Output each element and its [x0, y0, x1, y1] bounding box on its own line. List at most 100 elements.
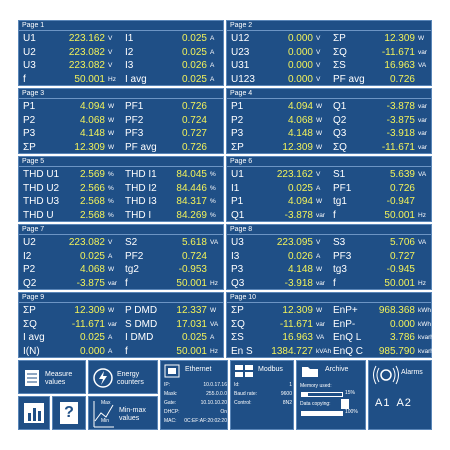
archive-panel[interactable]: Archive Memory used: 15% Data copying: 1…	[296, 360, 366, 430]
energy-button[interactable]: Energy counters	[88, 360, 158, 394]
quantity-unit: V	[316, 35, 321, 42]
quantity-label: P DMD	[125, 305, 158, 316]
quantity-label: ΣQ	[23, 318, 37, 330]
ethernet-panel[interactable]: Ethernet IP: 10.0.17.16 Mask: 255.0.0.0 Gate…	[160, 360, 228, 430]
measure-button[interactable]: Measure values	[18, 360, 86, 394]
quantity-label: P2	[23, 264, 36, 275]
value-row: ΣQ -11.671 var EnP- 0.000 kWh	[227, 318, 431, 331]
copy-bar	[301, 411, 343, 416]
quantity-value: 5.618	[181, 237, 207, 248]
quantity-unit: var	[418, 143, 428, 151]
quantity-value: 16.963	[384, 60, 415, 71]
quantity-value: -3.875	[386, 114, 415, 126]
max-label: Max	[101, 400, 111, 406]
quantity-value: 0.025	[181, 332, 207, 343]
quantity-unit: %	[210, 184, 216, 192]
value-row: U3 223.095 V S3 5.706 VA	[227, 236, 431, 249]
quantity-unit: %	[108, 198, 114, 205]
quantity-label: P3	[23, 128, 36, 139]
help-label: ?	[60, 402, 78, 424]
modbus-panel[interactable]: Modbus Id: 1 Baud rate: 9600 Control: 8N2	[230, 360, 294, 430]
quantity-unit: V	[316, 171, 321, 178]
quantity-unit: var	[316, 279, 326, 287]
value-row: U3 223.082 V I3 0.026 A	[19, 59, 223, 72]
minmax-button[interactable]: Max Min Min-max values	[88, 396, 158, 430]
quantity-value: 0.025	[181, 46, 207, 58]
quantity-label: Q2	[333, 114, 347, 126]
info-row: IP: 10.0.17.16	[164, 382, 227, 389]
alarms-panel[interactable]: Alarms A1 A2	[368, 360, 432, 430]
page-panel[interactable]: Page 1 U1 223.162 V I1 0.025 A U2 223.082 V I2 0.02…	[18, 20, 224, 86]
quantity-label: EnP+	[333, 305, 358, 316]
quantity-label: I1	[125, 33, 134, 44]
quantity-label: I3	[125, 60, 134, 71]
quantity-label: U23	[231, 46, 250, 58]
quantity-value: 0.025	[287, 182, 313, 194]
quantity-value: 4.094	[79, 101, 105, 112]
page-panel[interactable]: Page 8 U3 223.095 V S3 5.706 VA I3 0.026 A PF3 0.72…	[226, 224, 432, 290]
page-panel[interactable]: Page 5 THD U1 2.569% THD I1 84.045% THD U2 2.5…	[18, 156, 224, 222]
quantity-unit: W	[210, 307, 217, 314]
chart-button[interactable]	[18, 396, 50, 430]
quantity-unit: W	[316, 307, 323, 314]
copy-label: Data copying:	[300, 401, 331, 407]
page-panel[interactable]: Page 2 U12 0.000 V ΣP 12.309 W U23 0.000 V ΣQ -11.6…	[226, 20, 432, 86]
quantity-value: 0.025	[181, 33, 207, 44]
quantity-value: 223.162	[276, 169, 313, 180]
quantity-value: 84.269	[176, 209, 207, 221]
quantity-unit: W	[316, 198, 323, 205]
page-panel[interactable]: Page 6 U1 223.162 V S1 5.639 VA I1 0.025 A PF1 0.72…	[226, 156, 432, 222]
quantity-label: Q1	[333, 101, 347, 112]
page-panel[interactable]: Page 9 ΣP 12.309 W P DMD 12.337 W ΣQ -11.671 var S…	[18, 292, 224, 358]
value-row: P2 4.068 W Q2 -3.875 var	[227, 114, 431, 127]
quantity-label: ΣS	[231, 332, 244, 343]
quantity-unit: V	[108, 62, 113, 69]
value-row: I3 0.026 A PF3 0.727	[227, 250, 431, 263]
quantity-unit: %	[108, 211, 114, 219]
quantity-value: 12.309	[282, 141, 313, 153]
quantity-value: -3.875	[76, 277, 105, 289]
quantity-value: -3.878	[284, 209, 313, 221]
quantity-unit: W	[108, 307, 115, 314]
quantity-value: 50.001	[176, 277, 207, 289]
value-row: I avg 0.025 A I DMD 0.025 A	[19, 331, 223, 344]
value-row: P1 4.094 W PF1 0.726	[19, 100, 223, 113]
quantity-label: I avg	[125, 73, 147, 85]
page-panel[interactable]: Page 4 P1 4.094 W Q1 -3.878 var P2 4.068 W Q2 -3.87…	[226, 88, 432, 154]
quantity-label: ΣP	[23, 305, 36, 316]
quantity-value: 12.309	[74, 305, 105, 316]
value-row: U1 223.162 V I1 0.025 A	[19, 32, 223, 45]
quantity-value: 0.000	[287, 46, 313, 58]
quantity-unit: V	[316, 62, 321, 69]
info-value: 10.10.10.20	[200, 400, 227, 406]
quantity-unit: Hz	[418, 279, 426, 287]
quantity-unit: W	[316, 266, 323, 273]
quantity-value: -3.918	[284, 277, 313, 289]
page-title: Page 2	[230, 22, 253, 29]
quantity-label: U2	[23, 237, 36, 248]
quantity-value: 4.148	[287, 128, 313, 139]
value-row: I2 0.025 A PF2 0.724	[19, 250, 223, 263]
quantity-label: P1	[231, 196, 244, 207]
chart-icon	[24, 403, 44, 423]
help-button[interactable]: ?	[52, 396, 86, 430]
value-row: THD U2 2.566% THD I2 84.446%	[19, 182, 223, 195]
page-title: Page 10	[230, 294, 257, 301]
quantity-label: THD I1	[125, 169, 157, 180]
quantity-value: 50.001	[384, 209, 415, 221]
quantity-value: 223.082	[68, 46, 105, 58]
quantity-unit: A	[108, 347, 113, 355]
page-panel[interactable]: Page 10 ΣP 12.309 W EnP+ 968.368 kWh ΣQ -11.671 v…	[226, 292, 434, 358]
page-panel[interactable]: Page 7 U2 223.082 V S2 5.618 VA I2 0.025 A PF2 0.72…	[18, 224, 224, 290]
quantity-unit: var	[108, 320, 118, 328]
info-label: Id:	[234, 382, 240, 388]
page-panel[interactable]: Page 3 P1 4.094 W PF1 0.726 P2 4.068 W PF2 0.724 P3…	[18, 88, 224, 154]
quantity-value: -0.947	[386, 196, 415, 207]
quantity-label: I DMD	[125, 332, 154, 343]
quantity-value: 0.724	[181, 250, 207, 262]
quantity-value: 12.337	[176, 305, 207, 316]
quantity-unit: kVAh	[316, 347, 332, 355]
page-title: Page 5	[22, 158, 45, 165]
